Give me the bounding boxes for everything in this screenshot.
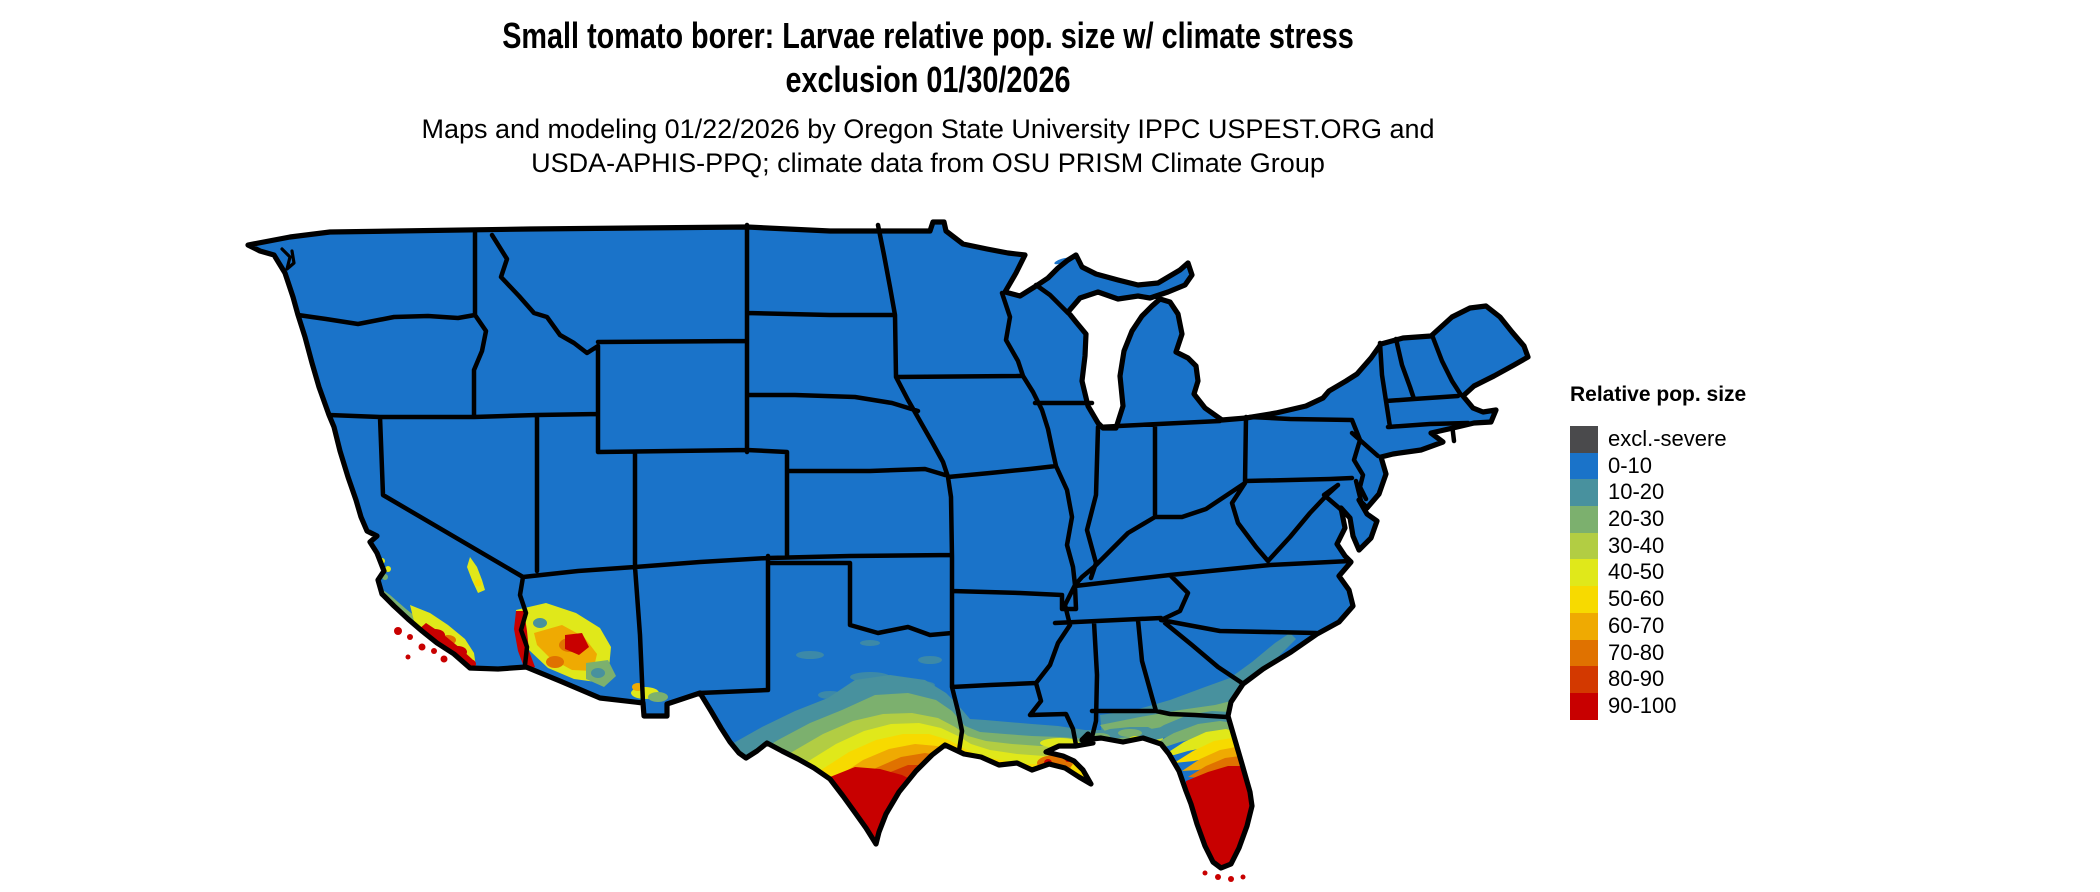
legend-rows: excl.-severe 0-10 10-20 20-30 30-40 40-50 50-6… — [1570, 426, 1870, 720]
legend-swatch — [1570, 692, 1598, 720]
us-outline — [245, 219, 1531, 871]
map-title-line1: Small tomato borer: Larvae relative pop.… — [502, 15, 1354, 56]
legend-swatch — [1570, 612, 1598, 640]
us-map-svg — [245, 219, 1531, 882]
legend: Relative pop. size excl.-severe 0-10 10-20… — [1570, 384, 1870, 720]
az-red-spot — [565, 633, 589, 655]
legend-label: 50-60 — [1608, 586, 1665, 612]
legend-label: 90-100 — [1608, 692, 1677, 718]
puget-sound-detail — [280, 247, 296, 271]
legend-swatch — [1570, 666, 1598, 693]
map-subtitle-line1: Maps and modeling 01/22/2026 by Oregon S… — [421, 114, 1435, 144]
legend-row: 30-40 — [1570, 532, 1870, 560]
legend-label: 40-50 — [1608, 559, 1665, 585]
legend-row: 20-30 — [1570, 506, 1870, 533]
legend-row: 80-90 — [1570, 666, 1870, 693]
legend-label: 80-90 — [1608, 666, 1665, 692]
title-block: Small tomato borer: Larvae relative pop.… — [0, 14, 1856, 180]
legend-row: 60-70 — [1570, 612, 1870, 640]
legend-title: Relative pop. size — [1570, 383, 1747, 406]
rio-grande-valley-90-100 — [830, 767, 935, 844]
se-atlantic-green — [1100, 700, 1240, 735]
az-teal-spots — [533, 618, 605, 678]
legend-row: 90-100 — [1570, 692, 1870, 720]
legend-swatch — [1570, 506, 1598, 533]
florida-keys-dots — [1202, 870, 1246, 882]
legend-swatch — [1570, 479, 1598, 507]
legend-row: 40-50 — [1570, 559, 1870, 587]
map-title-line2: exclusion 01/30/2026 — [785, 59, 1071, 100]
legend-label: 30-40 — [1608, 532, 1665, 558]
legend-row: excl.-severe — [1570, 426, 1870, 453]
legend-label: 20-30 — [1608, 506, 1665, 532]
legend-row: 0-10 — [1570, 452, 1870, 480]
fl-core-90-100 — [1186, 766, 1251, 866]
legend-label: 0-10 — [1608, 452, 1653, 478]
legend-row: 70-80 — [1570, 639, 1870, 667]
legend-swatch — [1570, 426, 1598, 453]
legend-row: 10-20 — [1570, 479, 1870, 507]
legend-swatch — [1570, 452, 1598, 480]
gulf-band-40-50 — [778, 723, 1163, 868]
map-subtitle: Maps and modeling 01/22/2026 by Oregon S… — [0, 112, 1856, 180]
fl-band-40-50 — [1164, 729, 1240, 755]
legend-swatch — [1570, 639, 1598, 667]
legend-row: 50-60 — [1570, 586, 1870, 613]
legend-swatch — [1570, 559, 1598, 587]
legend-label: 60-70 — [1608, 612, 1665, 638]
legend-label: 70-80 — [1608, 639, 1665, 665]
legend-swatch — [1570, 532, 1598, 560]
texas-teal-mottle — [796, 640, 942, 699]
state-borders — [295, 222, 1471, 754]
us-risk-map — [230, 165, 1540, 892]
legend-label: excl.-severe — [1608, 426, 1727, 451]
channel-islands-dots — [394, 627, 448, 663]
death-valley-gold — [474, 579, 482, 587]
map-title: Small tomato borer: Larvae relative pop.… — [186, 14, 1671, 102]
map-subtitle-line2: USDA-APHIS-PPQ; climate data from OSU PR… — [531, 148, 1325, 178]
fl-band-20-30 — [1152, 721, 1237, 747]
legend-label: 10-20 — [1608, 479, 1665, 505]
legend-swatch — [1570, 586, 1598, 613]
